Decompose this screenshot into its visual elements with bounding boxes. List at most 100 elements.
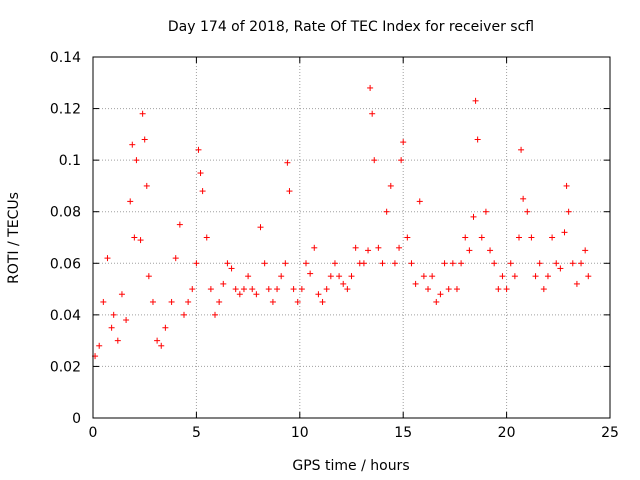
data-point <box>462 234 469 241</box>
data-point <box>472 97 479 104</box>
data-point <box>265 286 272 293</box>
data-point <box>557 265 564 272</box>
data-point <box>286 188 293 195</box>
data-point <box>518 146 525 153</box>
data-point <box>404 234 411 241</box>
data-point <box>319 298 326 305</box>
data-point <box>578 260 585 267</box>
data-point <box>367 84 374 91</box>
data-point <box>495 286 502 293</box>
data-point <box>228 265 235 272</box>
data-point <box>199 188 206 195</box>
data-point <box>340 280 347 287</box>
data-point <box>331 260 338 267</box>
y-tick-label: 0.08 <box>50 205 81 221</box>
data-point <box>573 280 580 287</box>
data-point <box>528 234 535 241</box>
data-point <box>158 342 165 349</box>
data-point <box>240 286 247 293</box>
data-point <box>104 255 111 262</box>
data-point <box>369 110 376 117</box>
data-point <box>565 208 572 215</box>
data-point <box>249 286 256 293</box>
data-point <box>176 221 183 228</box>
data-point <box>387 182 394 189</box>
data-point <box>396 244 403 251</box>
data-point <box>532 273 539 280</box>
data-point <box>449 260 456 267</box>
y-tick-label: 0.02 <box>50 359 81 375</box>
data-point <box>278 273 285 280</box>
x-tick-label: 0 <box>89 425 98 441</box>
data-point <box>561 229 568 236</box>
data-point <box>145 273 152 280</box>
data-point <box>216 298 223 305</box>
data-point <box>563 182 570 189</box>
data-point <box>540 286 547 293</box>
data-point <box>232 286 239 293</box>
data-point <box>445 286 452 293</box>
data-point <box>412 280 419 287</box>
data-point <box>261 260 268 267</box>
data-point <box>257 224 264 231</box>
data-point <box>96 342 103 349</box>
data-point <box>487 247 494 254</box>
data-point <box>253 291 260 298</box>
data-point <box>189 286 196 293</box>
data-point <box>344 286 351 293</box>
data-point <box>100 298 107 305</box>
data-point <box>307 270 314 277</box>
data-point <box>474 136 481 143</box>
x-tick-labels: 0 5 10 15 20 25 <box>89 425 619 441</box>
y-tick-label: 0.1 <box>59 153 81 169</box>
grid-lines <box>93 57 610 418</box>
data-point <box>123 317 130 324</box>
data-point <box>524 208 531 215</box>
data-point <box>284 159 291 166</box>
axis-ticks <box>92 56 611 419</box>
x-tick-label: 10 <box>291 425 309 441</box>
data-point <box>516 234 523 241</box>
data-point <box>220 280 227 287</box>
data-point <box>143 182 150 189</box>
data-point <box>294 298 301 305</box>
data-point <box>478 234 485 241</box>
data-point <box>172 255 179 262</box>
data-points <box>92 84 592 360</box>
data-point <box>398 157 405 164</box>
data-point <box>437 291 444 298</box>
plot-frame <box>92 56 611 419</box>
data-point <box>491 260 498 267</box>
data-point <box>131 234 138 241</box>
data-point <box>379 260 386 267</box>
data-point <box>110 311 117 318</box>
data-point <box>425 286 432 293</box>
data-point <box>365 247 372 254</box>
data-point <box>416 198 423 205</box>
data-point <box>180 311 187 318</box>
data-point <box>149 298 156 305</box>
data-point <box>441 260 448 267</box>
data-point <box>118 291 125 298</box>
data-point <box>503 286 510 293</box>
data-point <box>352 244 359 251</box>
data-point <box>224 260 231 267</box>
x-tick-label: 15 <box>394 425 412 441</box>
y-tick-label: 0 <box>72 411 81 427</box>
data-point <box>185 298 192 305</box>
chart-title: Day 174 of 2018, Rate Of TEC Index for r… <box>168 19 534 35</box>
data-point <box>499 273 506 280</box>
data-point <box>212 311 219 318</box>
y-tick-label: 0.14 <box>50 50 81 66</box>
data-point <box>133 157 140 164</box>
y-tick-label: 0.04 <box>50 308 81 324</box>
data-point <box>391 260 398 267</box>
data-point <box>303 260 310 267</box>
data-point <box>168 298 175 305</box>
data-point <box>197 170 204 177</box>
data-point <box>383 208 390 215</box>
data-point <box>162 324 169 331</box>
data-point <box>315 291 322 298</box>
data-point <box>408 260 415 267</box>
